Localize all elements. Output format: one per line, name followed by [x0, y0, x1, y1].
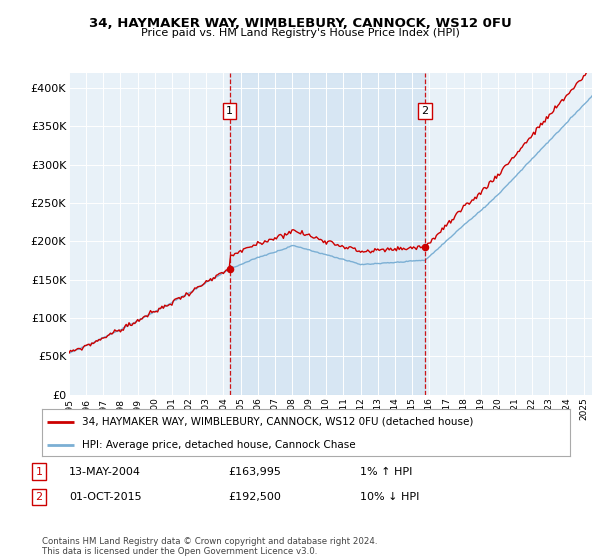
Text: 01-OCT-2015: 01-OCT-2015 — [69, 492, 142, 502]
Text: £192,500: £192,500 — [228, 492, 281, 502]
Text: 2: 2 — [35, 492, 43, 502]
Text: HPI: Average price, detached house, Cannock Chase: HPI: Average price, detached house, Cann… — [82, 440, 355, 450]
Text: 1: 1 — [35, 466, 43, 477]
Text: This data is licensed under the Open Government Licence v3.0.: This data is licensed under the Open Gov… — [42, 547, 317, 556]
Bar — [230, 73, 425, 395]
Text: 2: 2 — [421, 106, 428, 116]
Text: 13-MAY-2004: 13-MAY-2004 — [69, 466, 141, 477]
Point — [420, 242, 430, 251]
Text: 10% ↓ HPI: 10% ↓ HPI — [360, 492, 419, 502]
Point — [225, 264, 235, 273]
Text: 1: 1 — [226, 106, 233, 116]
Text: 34, HAYMAKER WAY, WIMBLEBURY, CANNOCK, WS12 0FU: 34, HAYMAKER WAY, WIMBLEBURY, CANNOCK, W… — [89, 17, 511, 30]
Text: Contains HM Land Registry data © Crown copyright and database right 2024.: Contains HM Land Registry data © Crown c… — [42, 537, 377, 546]
Text: 1% ↑ HPI: 1% ↑ HPI — [360, 466, 412, 477]
Text: 34, HAYMAKER WAY, WIMBLEBURY, CANNOCK, WS12 0FU (detached house): 34, HAYMAKER WAY, WIMBLEBURY, CANNOCK, W… — [82, 417, 473, 427]
Text: Price paid vs. HM Land Registry's House Price Index (HPI): Price paid vs. HM Land Registry's House … — [140, 28, 460, 38]
Text: £163,995: £163,995 — [228, 466, 281, 477]
